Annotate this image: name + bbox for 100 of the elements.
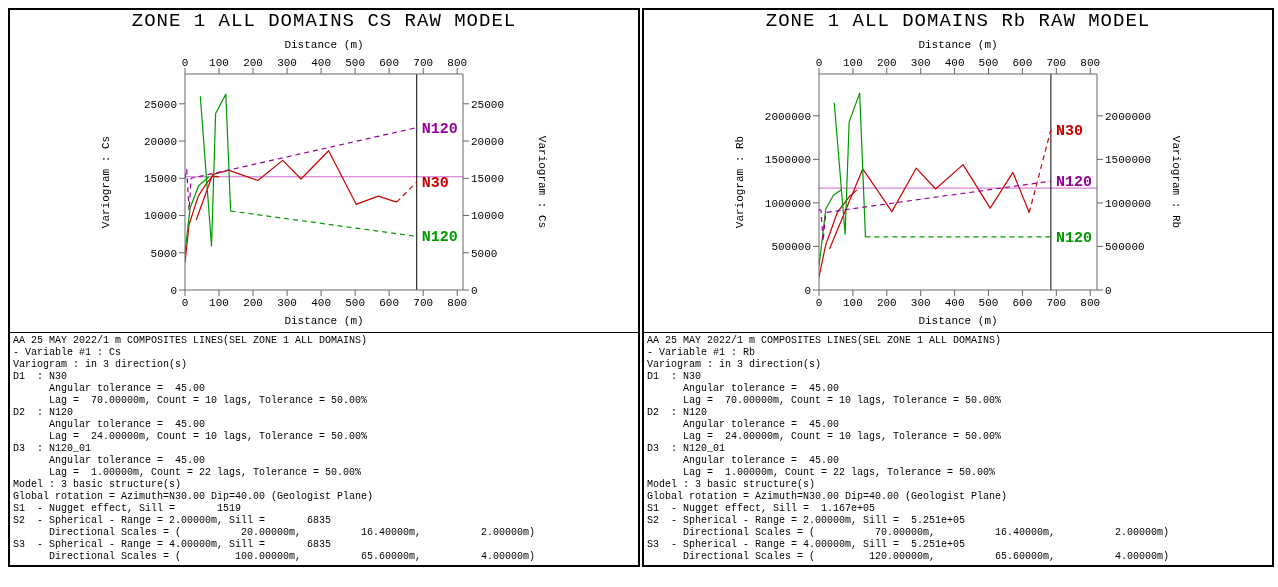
x-tick-label: 700 bbox=[1046, 57, 1067, 69]
x-axis-title: Distance (m) bbox=[284, 315, 364, 327]
x2-tick-label: 800 bbox=[1080, 296, 1101, 309]
x2-axis-title: Distance (m) bbox=[918, 38, 998, 51]
y2-tick-label: 10000 bbox=[471, 210, 505, 223]
series-label: N30 bbox=[421, 175, 449, 192]
x2-tick-label: 0 bbox=[181, 296, 189, 309]
x-tick-label: 500 bbox=[978, 57, 999, 69]
text: S2 - Spherical - Range = 2.00000m, Sill = 6835 bbox=[13, 515, 333, 527]
x-tick-label: 800 bbox=[447, 57, 468, 69]
y2-tick-label: 500000 bbox=[1105, 241, 1145, 254]
x-tick-label: 800 bbox=[1080, 57, 1101, 69]
y-tick-label: 5000 bbox=[150, 247, 177, 260]
text: Model : 3 basic structure(s) bbox=[647, 479, 817, 491]
text: Directional Scales = ( 120.00000m, 65.60000m, 4.00000m) bbox=[682, 551, 1171, 563]
y2-tick-label: 1000000 bbox=[1105, 197, 1152, 210]
y-tick-label: 25000 bbox=[143, 98, 177, 111]
text: D3 : N120_01 bbox=[647, 443, 726, 455]
text: AA 25 MAY 2022/1 m COMPOSITES LINES(SEL ZONE 1 ALL DOMAINS) bbox=[647, 335, 1003, 347]
text: S1 - Nugget effect, Sill = 1519 bbox=[13, 503, 243, 515]
x-tick-label: 700 bbox=[413, 57, 434, 69]
text: Global rotation = Azimuth=N30.00 Dip=40.00 (Geologist Plane) bbox=[647, 491, 1009, 503]
y2-axis-title: Variogram : Rb bbox=[1170, 135, 1183, 229]
series-label: N30 bbox=[1055, 122, 1083, 140]
text: S3 - Spherical - Range = 4.00000m, Sill = 6835 bbox=[13, 539, 333, 551]
y-axis-title: Variogram : Rb bbox=[733, 135, 746, 229]
text: Lag = 1.00000m, Count = 22 lags, Tolerance = 50.00% bbox=[682, 467, 997, 479]
text: Variogram : in 3 direction(s) bbox=[13, 359, 189, 371]
x-tick-label: 300 bbox=[910, 57, 931, 69]
series-label: N120 bbox=[1055, 174, 1092, 192]
x2-tick-label: 200 bbox=[876, 296, 897, 309]
chart-title: ZONE 1 ALL DOMAINS CS RAW MODEL bbox=[130, 10, 518, 32]
y-tick-label: 10000 bbox=[143, 210, 177, 223]
text: S3 - Spherical - Range = 4.00000m, Sill = 5.251e+05 bbox=[647, 539, 967, 551]
series-label: N120 bbox=[1055, 229, 1092, 247]
y2-tick-label: 5000 bbox=[471, 247, 498, 260]
text: Angular tolerance = 45.00 bbox=[682, 383, 841, 395]
text: Lag = 70.00000m, Count = 10 lags, Tolerance = 50.00% bbox=[682, 395, 1003, 407]
x2-tick-label: 400 bbox=[311, 296, 332, 309]
x2-tick-label: 500 bbox=[978, 296, 999, 309]
y2-tick-label: 15000 bbox=[471, 173, 505, 186]
y2-tick-label: 25000 bbox=[471, 98, 505, 111]
text: Directional Scales = ( 70.00000m, 16.40000m, 2.00000m) bbox=[682, 527, 1171, 539]
y2-tick-label: 0 bbox=[471, 284, 478, 297]
x-tick-label: 100 bbox=[843, 57, 863, 69]
x-tick-label: 0 bbox=[815, 57, 823, 69]
chart-title: ZONE 1 ALL DOMAINS Rb RAW MODEL bbox=[764, 10, 1152, 32]
x-tick-label: 600 bbox=[1012, 57, 1033, 69]
x2-tick-label: 500 bbox=[345, 296, 366, 309]
text: - Variable #1 : Rb bbox=[647, 347, 757, 359]
text: Lag = 24.00000m, Count = 10 lags, Tolerance = 50.00% bbox=[48, 431, 369, 443]
x2-tick-label: 300 bbox=[910, 296, 931, 309]
text: Variogram : in 3 direction(s) bbox=[647, 359, 823, 371]
text: D1 : N30 bbox=[647, 371, 702, 383]
y-tick-label: 15000 bbox=[143, 173, 177, 186]
x2-tick-label: 700 bbox=[1046, 296, 1067, 309]
x-tick-label: 400 bbox=[311, 57, 332, 69]
x2-tick-label: 0 bbox=[815, 296, 823, 309]
x-tick-label: 400 bbox=[944, 57, 965, 69]
y2-tick-label: 2000000 bbox=[1105, 110, 1152, 123]
text: D2 : N120 bbox=[13, 407, 74, 419]
x-tick-label: 300 bbox=[277, 57, 297, 69]
y-tick-label: 1000000 bbox=[764, 197, 811, 210]
x2-axis-title: Distance (m) bbox=[284, 38, 364, 51]
text: Model : 3 basic structure(s) bbox=[13, 479, 183, 491]
text: Angular tolerance = 45.00 bbox=[48, 383, 207, 395]
text: Global rotation = Azimuth=N30.00 Dip=40.00 (Geologist Plane) bbox=[13, 491, 375, 503]
y2-tick-label: 20000 bbox=[471, 135, 505, 148]
x2-tick-label: 800 bbox=[447, 296, 468, 309]
y-tick-label: 20000 bbox=[143, 135, 177, 148]
x-tick-label: 200 bbox=[243, 57, 263, 69]
x2-tick-label: 100 bbox=[843, 296, 863, 309]
text: D3 : N120_01 bbox=[13, 443, 92, 455]
x2-tick-label: 200 bbox=[243, 296, 263, 309]
y2-axis-title: Variogram : Cs bbox=[536, 135, 549, 229]
y2-tick-label: 0 bbox=[1105, 284, 1112, 297]
text: Angular tolerance = 45.00 bbox=[48, 419, 207, 431]
x-tick-label: 500 bbox=[345, 57, 366, 69]
y2-tick-label: 1500000 bbox=[1105, 154, 1152, 167]
y-tick-label: 1500000 bbox=[764, 154, 811, 167]
x2-tick-label: 100 bbox=[209, 296, 229, 309]
text: Lag = 24.00000m, Count = 10 lags, Tolerance = 50.00% bbox=[682, 431, 1003, 443]
series-label: N120 bbox=[421, 229, 458, 247]
y-tick-label: 0 bbox=[804, 284, 811, 297]
x-tick-label: 100 bbox=[209, 57, 229, 69]
text: S1 - Nugget effect, Sill = 1.167e+05 bbox=[647, 503, 877, 515]
series-label: N120 bbox=[421, 120, 458, 138]
text: D2 : N120 bbox=[647, 407, 708, 419]
x2-tick-label: 400 bbox=[944, 296, 965, 309]
x2-tick-label: 600 bbox=[1012, 296, 1033, 309]
text: S2 - Spherical - Range = 2.00000m, Sill = 5.251e+05 bbox=[647, 515, 967, 527]
text: Directional Scales = ( 100.00000m, 65.60000m, 4.00000m) bbox=[48, 551, 537, 563]
x2-tick-label: 300 bbox=[277, 296, 297, 309]
x-axis-title: Distance (m) bbox=[918, 315, 998, 327]
text: D1 : N30 bbox=[13, 371, 68, 383]
text: - Variable #1 : Cs bbox=[13, 347, 123, 359]
y-tick-label: 500000 bbox=[771, 241, 811, 254]
text: Lag = 1.00000m, Count = 22 lags, Tolerance = 50.00% bbox=[48, 467, 363, 479]
text: Lag = 70.00000m, Count = 10 lags, Tolerance = 50.00% bbox=[48, 395, 369, 407]
text: Directional Scales = ( 20.00000m, 16.40000m, 2.00000m) bbox=[48, 527, 537, 539]
